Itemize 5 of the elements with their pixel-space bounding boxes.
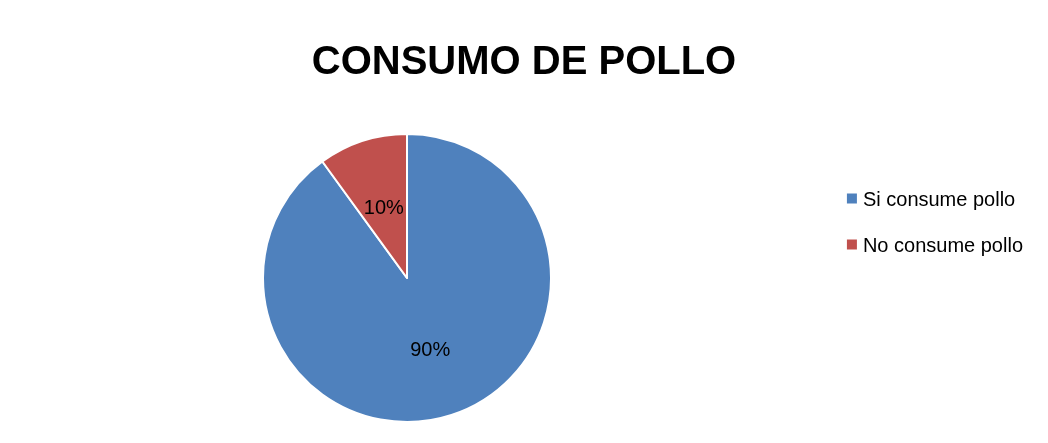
data-label: 10% — [363, 195, 405, 218]
chart-title: CONSUMO DE POLLO — [311, 38, 737, 82]
legend-label: No consume pollo — [862, 233, 1024, 256]
legend-label: Si consume pollo — [862, 187, 1016, 210]
data-label: 90% — [410, 338, 451, 361]
